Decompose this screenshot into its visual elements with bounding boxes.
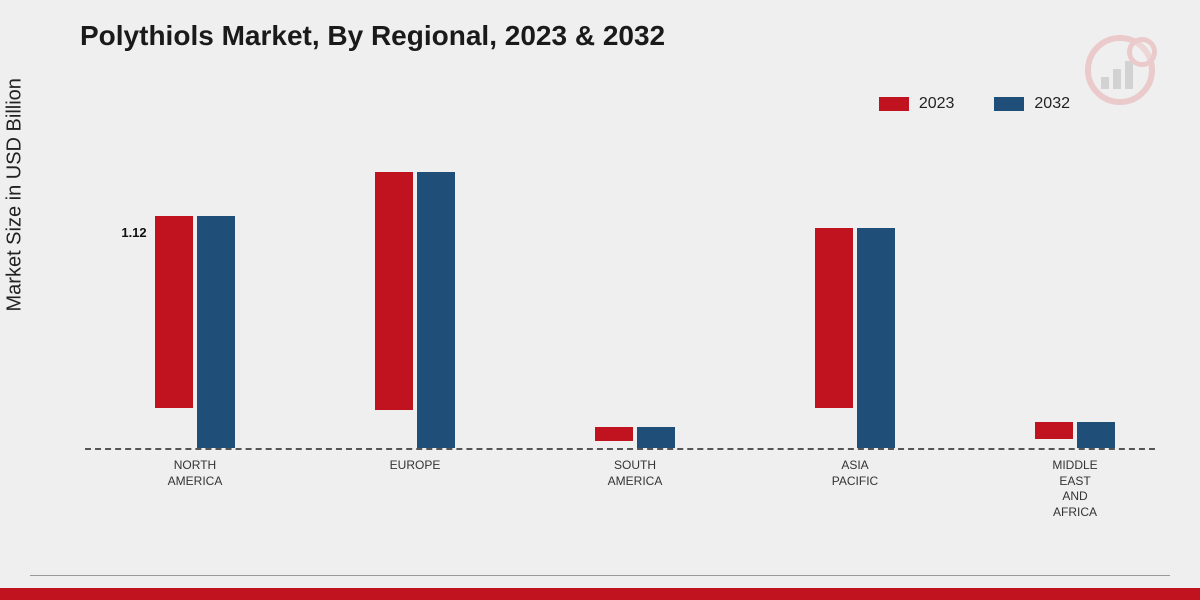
watermark-logo [1085,35,1155,105]
chart-title: Polythiols Market, By Regional, 2023 & 2… [80,20,665,52]
x-tick-label: EUROPE [335,458,495,474]
bar-group [555,427,715,448]
bar [155,216,193,409]
x-tick-label: SOUTHAMERICA [555,458,715,489]
footer-bar [0,588,1200,600]
y-axis-label: Market Size in USD Billion [4,78,27,311]
bar-group: 1.12 [115,216,275,449]
bar [815,228,853,409]
bar-group [775,228,935,448]
legend-label-2023: 2023 [919,95,955,113]
bar [637,427,675,448]
legend-item-2032: 2032 [994,95,1070,113]
bar [417,172,455,448]
bar [1077,422,1115,448]
bar [595,427,633,441]
bar [857,228,895,448]
bar [1035,422,1073,439]
x-tick-label: NORTHAMERICA [115,458,275,489]
legend-item-2023: 2023 [879,95,955,113]
x-tick-label: ASIAPACIFIC [775,458,935,489]
bar [197,216,235,449]
bar-value-label: 1.12 [121,225,146,240]
legend: 2023 2032 [879,95,1070,113]
bar-group [995,422,1155,448]
plot-area: 1.12 [85,140,1155,450]
legend-swatch-2023 [879,97,909,111]
bar [375,172,413,410]
legend-swatch-2032 [994,97,1024,111]
footer-divider [30,575,1170,576]
bar-group [335,172,495,448]
x-tick-label: MIDDLEEASTANDAFRICA [995,458,1155,520]
legend-label-2032: 2032 [1034,95,1070,113]
